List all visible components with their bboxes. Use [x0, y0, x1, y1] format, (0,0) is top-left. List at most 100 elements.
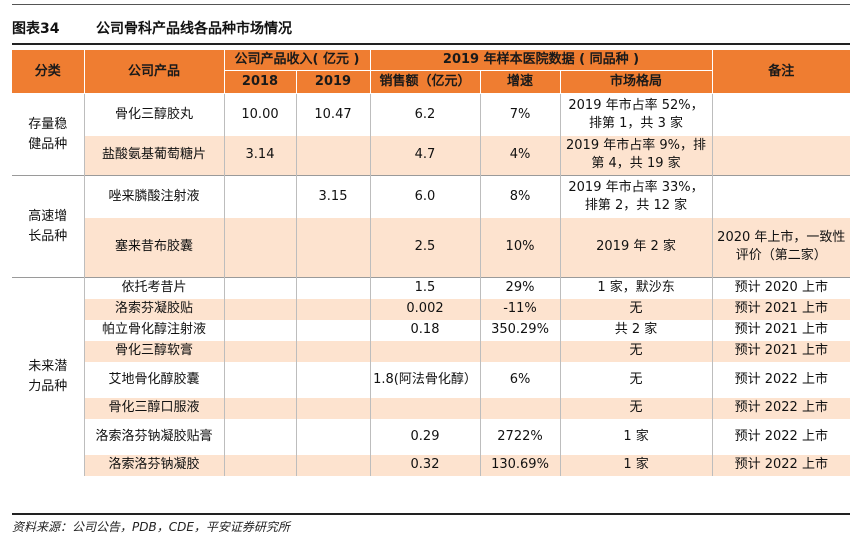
- figure-number: 图表34: [12, 21, 60, 37]
- figure-title-row: 图表34 公司骨科产品线各品种市场情况: [12, 15, 850, 45]
- revenue-2018-cell: [224, 397, 297, 419]
- growth-cell: 8%: [480, 175, 561, 218]
- growth-cell: 4%: [480, 135, 561, 176]
- figure-title: 公司骨科产品线各品种市场情况: [96, 21, 292, 37]
- growth-cell: 10%: [480, 217, 561, 278]
- revenue-2018-cell: [224, 454, 297, 476]
- sales-cell: 1.5: [370, 277, 481, 299]
- revenue-2018-cell: [224, 361, 297, 398]
- note-cell: 预计 2021 上市: [734, 322, 828, 337]
- note-cell: 预计 2021 上市: [712, 340, 851, 362]
- sales-cell: 0.32: [370, 454, 481, 476]
- revenue-2019-cell: [296, 361, 371, 398]
- sales-cell: [370, 340, 481, 362]
- table-row: 未来潜力品种 依托考昔片 1.5 29% 1 家，默沙东 预计 2020 上市: [12, 277, 851, 476]
- revenue-2019-cell: [296, 277, 371, 299]
- source-note: 资料来源：公司公告，PDB，CDE，平安证券研究所: [12, 520, 290, 534]
- table-row: 洛索洛芬钠凝胶贴膏 0.29 2722% 1 家 预计 2022 上市: [12, 418, 850, 455]
- market-cell: 1 家，默沙东: [560, 277, 713, 299]
- group-label: 存量稳健品种: [12, 93, 85, 176]
- note-cell: 预计 2021 上市: [712, 298, 851, 320]
- revenue-2019-cell: [296, 298, 371, 320]
- note-cell: [712, 135, 851, 176]
- header-growth: 增速: [480, 70, 561, 94]
- growth-cell: [480, 397, 561, 419]
- revenue-2019-cell: [296, 397, 371, 419]
- revenue-2018-cell: 10.00: [224, 93, 297, 136]
- growth-cell: 130.69%: [480, 454, 561, 476]
- note-cell: 预计 2022 上市: [712, 397, 851, 419]
- header-note: 备注: [712, 50, 851, 94]
- growth-cell: 2722%: [480, 418, 561, 455]
- revenue-2018-cell: 3.14: [224, 135, 297, 176]
- note-cell: 预计 2022 上市: [712, 454, 851, 476]
- revenue-2019-cell: [296, 135, 371, 176]
- revenue-2018-cell: [224, 175, 297, 218]
- header-year-2018: 2018: [224, 70, 297, 94]
- market-cell: 2019 年市占率 9%，排第 4，共 19 家: [560, 135, 713, 176]
- revenue-2019-cell: [296, 319, 371, 341]
- note-cell: 预计 2020 上市: [712, 277, 851, 299]
- growth-cell: 6%: [480, 361, 561, 398]
- product-cell: 塞来昔布胶囊: [84, 217, 225, 278]
- growth-cell: [480, 340, 561, 362]
- market-cell: 无: [560, 397, 713, 419]
- market-cell: 2019 年 2 家: [560, 217, 713, 278]
- note-cell: 预计 2022 上市: [734, 371, 828, 387]
- growth-cell: 7%: [480, 93, 561, 136]
- product-cell: 骨化三醇口服液: [84, 397, 225, 419]
- revenue-2019-cell: 3.15: [296, 175, 371, 218]
- note-cell: 预计 2022 上市: [734, 428, 828, 444]
- bottom-rule: [12, 513, 850, 515]
- sales-cell: 2.5: [370, 217, 481, 278]
- table-row: 高速增长品种 唑来膦酸注射液 3.15 6.0 8% 2019 年市占率 33%，排第 2…: [12, 175, 851, 278]
- sales-cell: 6.0: [370, 175, 481, 218]
- header-year-2019: 2019: [296, 70, 371, 94]
- revenue-2019-cell: [296, 217, 371, 278]
- table-row: 骨化三醇口服液 无预计 2022 上市: [12, 397, 851, 419]
- table-row: 存量稳健品种 骨化三醇胶丸 10.00 10.47 6.2 7% 2019 年市占率 52%…: [12, 93, 850, 176]
- market-cell: 无: [560, 361, 713, 398]
- product-cell: 洛索洛芬钠凝胶: [84, 454, 225, 476]
- sales-cell: 0.18: [370, 319, 481, 341]
- revenue-2019-cell: [296, 418, 371, 455]
- header-revenue-group: 公司产品收入( 亿元 ): [224, 50, 371, 71]
- header-sales: 销售额（亿元）: [370, 70, 481, 94]
- product-cell: 依托考昔片: [84, 277, 225, 299]
- market-cell: 共 2 家: [560, 319, 713, 341]
- table-body: 存量稳健品种 骨化三醇胶丸 10.00 10.47 6.2 7% 2019 年市占率 52%…: [12, 93, 851, 476]
- table-row: 帕立骨化醇注射液 0.18 350.29% 共 2 家 预计 2021 上市: [12, 319, 850, 341]
- product-cell: 唑来膦酸注射液: [84, 175, 225, 218]
- note-cell: [712, 94, 850, 136]
- revenue-2018-cell: [224, 340, 297, 362]
- growth-cell: 350.29%: [480, 319, 561, 341]
- revenue-2019-cell: [296, 340, 371, 362]
- market-cell: 1 家: [560, 454, 713, 476]
- revenue-2018-cell: [224, 277, 297, 299]
- sales-cell: 0.002: [370, 298, 481, 320]
- group-label: 高速增长品种: [12, 175, 85, 278]
- growth-cell: -11%: [480, 298, 561, 320]
- product-market-table: 分类 公司产品 公司产品收入( 亿元 ) 2019 年样本医院数据 ( 同品种 …: [12, 50, 851, 476]
- market-cell: 2019 年市占率 33%，排第 2，共 12 家: [560, 175, 713, 218]
- header-hospital-group: 2019 年样本医院数据 ( 同品种 ): [370, 50, 713, 71]
- revenue-2018-cell: [224, 319, 297, 341]
- product-cell: 洛索芬凝胶贴: [84, 298, 225, 320]
- revenue-2019-cell: [296, 454, 371, 476]
- header-category: 分类: [12, 50, 85, 94]
- table-row: 骨化三醇软膏 无预计 2021 上市: [12, 340, 851, 362]
- table-row: 塞来昔布胶囊 2.5 10% 2019 年 2 家 2020 年上市，一致性评价（第二家…: [12, 217, 851, 278]
- table-row: 盐酸氨基葡萄糖片 3.14 4.7 4% 2019 年市占率 9%，排第 4，共 19 …: [12, 135, 851, 176]
- sales-cell: [370, 397, 481, 419]
- market-cell: 1 家: [560, 418, 713, 455]
- revenue-2019-cell: 10.47: [296, 93, 371, 136]
- top-rule: [12, 4, 850, 5]
- table-row: 洛索洛芬钠凝胶 0.32 130.69% 1 家预计 2022 上市: [12, 454, 851, 476]
- revenue-2018-cell: [224, 217, 297, 278]
- note-cell: [712, 175, 851, 218]
- table-row: 洛索芬凝胶贴 0.002 -11% 无预计 2021 上市: [12, 298, 851, 320]
- revenue-2018-cell: [224, 298, 297, 320]
- group-label: 未来潜力品种: [12, 277, 85, 476]
- header-product: 公司产品: [84, 50, 225, 94]
- note-cell: 2020 年上市，一致性评价（第二家）: [712, 217, 851, 278]
